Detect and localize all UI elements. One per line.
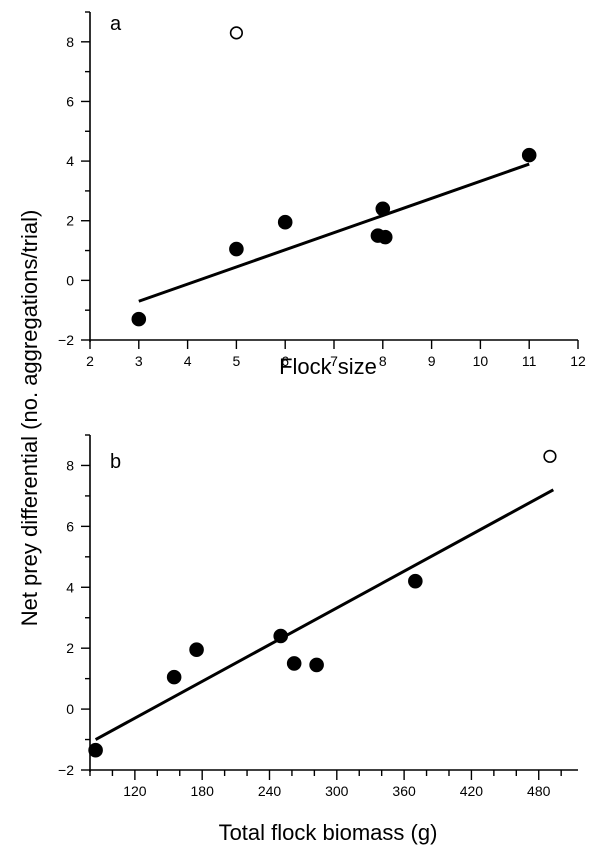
panel-b: −2 0 2 4 6 8 120 180 240 300 360 420 480 b Total flock… — [58, 434, 578, 845]
data-point-filled — [273, 628, 289, 644]
y-tick-label: 4 — [66, 579, 74, 595]
data-point-filled — [131, 311, 147, 327]
data-point-filled — [521, 147, 537, 163]
data-point-open — [543, 449, 557, 463]
x-tick-label: 120 — [123, 783, 147, 799]
y-tick-label: −2 — [58, 332, 74, 348]
x-tick-label: 180 — [191, 783, 215, 799]
x-tick-label: 420 — [460, 783, 484, 799]
data-point-filled — [377, 229, 393, 245]
x-tick-label: 240 — [258, 783, 282, 799]
y-tick-label: 6 — [66, 518, 74, 534]
regression-line — [94, 488, 555, 741]
x-tick-label: 2 — [86, 353, 94, 369]
x-tick-label: 300 — [325, 783, 349, 799]
x-tick-label: 7 — [330, 353, 338, 369]
x-tick-label: 12 — [570, 353, 586, 369]
x-tick-label: 4 — [184, 353, 192, 369]
panel-label: b — [110, 451, 121, 473]
y-tick-label: 6 — [66, 93, 74, 109]
y-tick-label: 4 — [66, 153, 74, 169]
data-point-open — [229, 26, 243, 40]
data-point-filled — [166, 669, 182, 685]
x-tick-label: 10 — [473, 353, 489, 369]
y-tick-label: 2 — [66, 213, 74, 229]
data-point-filled — [408, 573, 423, 589]
x-tick-label: 360 — [392, 783, 416, 799]
y-tick-label: 0 — [66, 272, 74, 288]
panel-label: a — [110, 13, 122, 35]
x-axis-title: Flock size — [279, 354, 377, 379]
data-point-filled — [88, 742, 103, 758]
x-tick-label: 3 — [135, 353, 143, 369]
x-tick-label: 6 — [281, 353, 289, 369]
y-tick-label: 2 — [66, 640, 74, 656]
regression-line — [138, 162, 530, 303]
x-tick-label: 480 — [527, 783, 551, 799]
data-point-filled — [375, 201, 391, 217]
data-point-filled — [229, 241, 244, 257]
data-point-filled — [189, 642, 204, 658]
x-axis-title: Total flock biomass (g) — [219, 820, 438, 845]
panel-a: −2 0 2 4 6 8 2 3 4 5 6 7 8 9 10 11 12 a Flock size — [58, 11, 586, 379]
x-tick-label: 9 — [428, 353, 436, 369]
shared-y-axis-title: Net prey differential (no. aggregations/… — [17, 210, 42, 627]
data-point-filled — [277, 214, 293, 230]
y-tick-label: −2 — [58, 762, 74, 778]
y-tick-label: 8 — [66, 457, 74, 473]
x-tick-label: 5 — [233, 353, 241, 369]
y-tick-label: 8 — [66, 34, 74, 50]
data-point-filled — [309, 657, 324, 673]
x-tick-label: 8 — [379, 353, 387, 369]
y-tick-label: 0 — [66, 701, 74, 717]
data-point-filled — [286, 656, 302, 671]
x-tick-label: 11 — [522, 353, 537, 369]
